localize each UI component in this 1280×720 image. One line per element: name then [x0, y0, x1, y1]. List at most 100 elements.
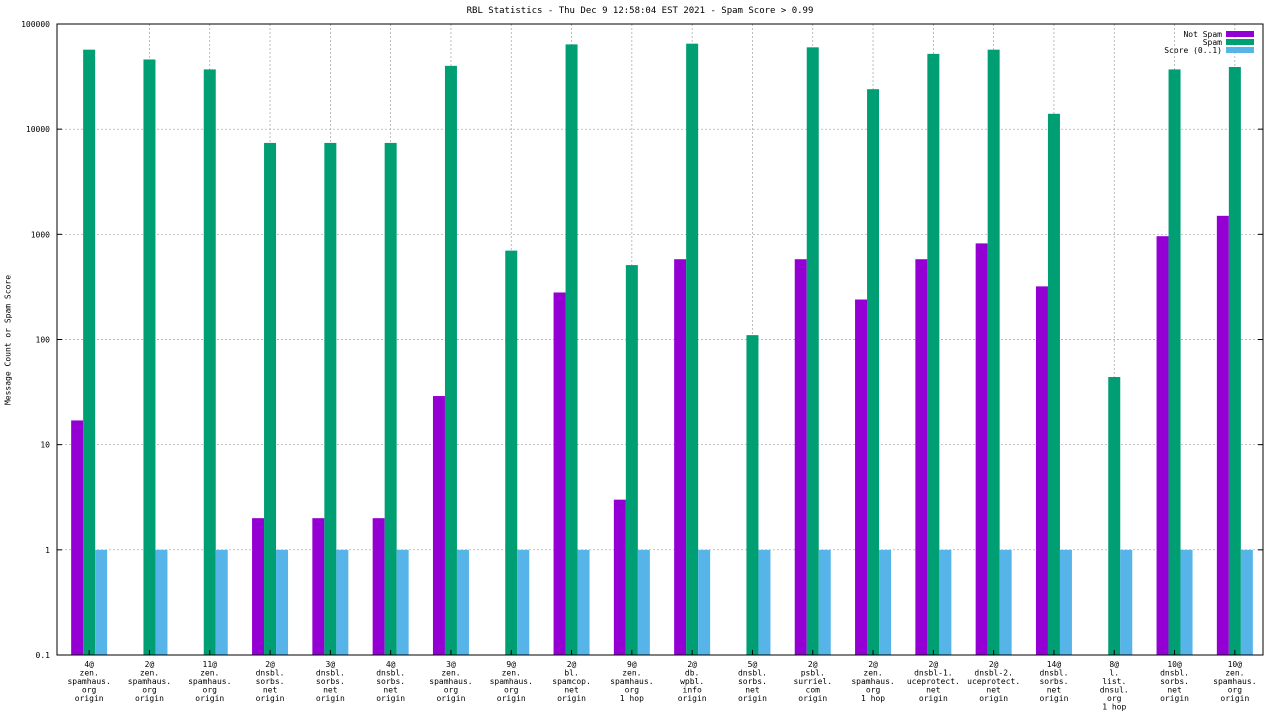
bar-spam — [505, 250, 518, 656]
x-tick-label: net — [323, 686, 338, 695]
x-tick-label: psbl. — [801, 669, 825, 678]
x-tick-label: 9@ — [627, 660, 637, 669]
bar-score-0-1 — [517, 549, 530, 655]
bar-spam — [444, 65, 457, 655]
x-tick-label: org — [142, 686, 157, 695]
legend-swatch — [1226, 39, 1254, 45]
legend-swatch — [1226, 47, 1254, 53]
bar-spam — [987, 49, 1000, 655]
x-tick-label: dnsbl-2. — [974, 669, 1013, 678]
bar-score-0-1 — [1240, 549, 1253, 655]
x-tick-label: sorbs. — [738, 677, 767, 686]
x-tick-label: 2@ — [989, 660, 999, 669]
x-tick-label: info — [683, 686, 702, 695]
legend-label: Score (0..1) — [1164, 45, 1222, 55]
y-tick-label: 10 — [40, 441, 50, 450]
x-tick-label: org — [82, 686, 97, 695]
bars — [71, 43, 1253, 656]
bar-score-0-1 — [577, 549, 590, 655]
x-tick-label: org — [1228, 686, 1243, 695]
x-tick-label: sorbs. — [256, 677, 285, 686]
bar-not-spam — [71, 420, 84, 655]
bar-spam — [83, 49, 96, 655]
x-tick-label: org — [625, 686, 640, 695]
x-tick-label: spamhaus. — [429, 677, 472, 686]
bar-score-0-1 — [939, 549, 952, 655]
y-tick-label: 1000 — [31, 230, 50, 239]
x-tick-label: net — [1167, 686, 1182, 695]
bar-score-0-1 — [999, 549, 1012, 655]
bar-not-spam — [372, 518, 385, 655]
x-tick-label: org — [866, 686, 881, 695]
x-tick-label: net — [986, 686, 1001, 695]
x-tick-label: 1 hop — [620, 694, 644, 703]
bar-spam — [264, 142, 277, 655]
x-tick-label: spamhaus. — [610, 677, 653, 686]
x-tick-label: origin — [919, 694, 948, 703]
x-tick-label: dnsbl. — [1160, 669, 1189, 678]
legend-item: Score (0..1) — [1164, 45, 1254, 55]
bar-spam — [203, 69, 216, 656]
bar-spam — [1108, 376, 1121, 655]
x-tick-label: net — [564, 686, 579, 695]
x-tick-label: dnsbl. — [1039, 669, 1068, 678]
x-tick-label: 2@ — [808, 660, 818, 669]
bar-not-spam — [1216, 215, 1229, 656]
x-tick-label: surriel. — [793, 677, 832, 686]
x-tick-label: dnsbl. — [738, 669, 767, 678]
x-tick-label: 4@ — [386, 660, 396, 669]
x-tick-label: l. — [1109, 669, 1119, 678]
x-tick-label: 1 hop — [861, 694, 885, 703]
x-tick-label: origin — [979, 694, 1008, 703]
bar-score-0-1 — [396, 549, 409, 655]
bar-not-spam — [855, 299, 868, 655]
legend-swatch — [1226, 31, 1254, 37]
x-tick-label: dnsbl-1. — [914, 669, 953, 678]
x-tick-label: 4@ — [84, 660, 94, 669]
x-tick-label: spamhaus. — [128, 677, 171, 686]
bar-score-0-1 — [637, 549, 650, 655]
x-tick-label: 3@ — [446, 660, 456, 669]
x-tick-label: spamhaus. — [490, 677, 533, 686]
y-ticks: 0.1 1 10 100 1000 10000 100000 — [21, 20, 1263, 660]
x-tick-label: origin — [557, 694, 586, 703]
x-tick-label: origin — [436, 694, 465, 703]
x-tick-label: zen. — [200, 669, 219, 678]
x-tick-label: zen. — [622, 669, 641, 678]
x-tick-label: org — [444, 686, 459, 695]
x-tick-label: db. — [685, 669, 699, 678]
bar-spam — [927, 53, 940, 655]
bar-score-0-1 — [155, 549, 168, 655]
bar-not-spam — [312, 518, 325, 655]
bar-not-spam — [794, 259, 807, 655]
x-tick-label: origin — [738, 694, 767, 703]
bar-not-spam — [1035, 286, 1048, 655]
bar-score-0-1 — [1059, 549, 1072, 655]
bar-not-spam — [915, 259, 928, 655]
x-tick-label: com — [806, 686, 821, 695]
bar-spam — [324, 142, 337, 655]
x-tick-label: spamhaus. — [851, 677, 894, 686]
x-tick-label: origin — [497, 694, 526, 703]
bar-spam — [565, 44, 578, 655]
bar-not-spam — [613, 499, 626, 655]
x-tick-label: origin — [376, 694, 405, 703]
x-tick-label: 2@ — [145, 660, 155, 669]
bar-spam — [1047, 113, 1060, 655]
x-tick-label: net — [383, 686, 398, 695]
y-tick-label: 100 — [36, 336, 51, 345]
legend-label: Spam — [1202, 37, 1222, 47]
x-tick-label: zen. — [80, 669, 99, 678]
x-tick-label: origin — [1160, 694, 1189, 703]
x-tick-label: org — [203, 686, 218, 695]
chart-title: RBL Statistics - Thu Dec 9 12:58:04 EST … — [466, 6, 814, 16]
x-tick-label: net — [926, 686, 941, 695]
x-tick-label: org — [504, 686, 519, 695]
x-tick-label: origin — [135, 694, 164, 703]
bar-spam — [143, 59, 156, 656]
x-tick-label: origin — [316, 694, 345, 703]
x-tick-label: origin — [195, 694, 224, 703]
bar-spam — [746, 335, 759, 655]
x-tick-label: spamhaus. — [67, 677, 110, 686]
